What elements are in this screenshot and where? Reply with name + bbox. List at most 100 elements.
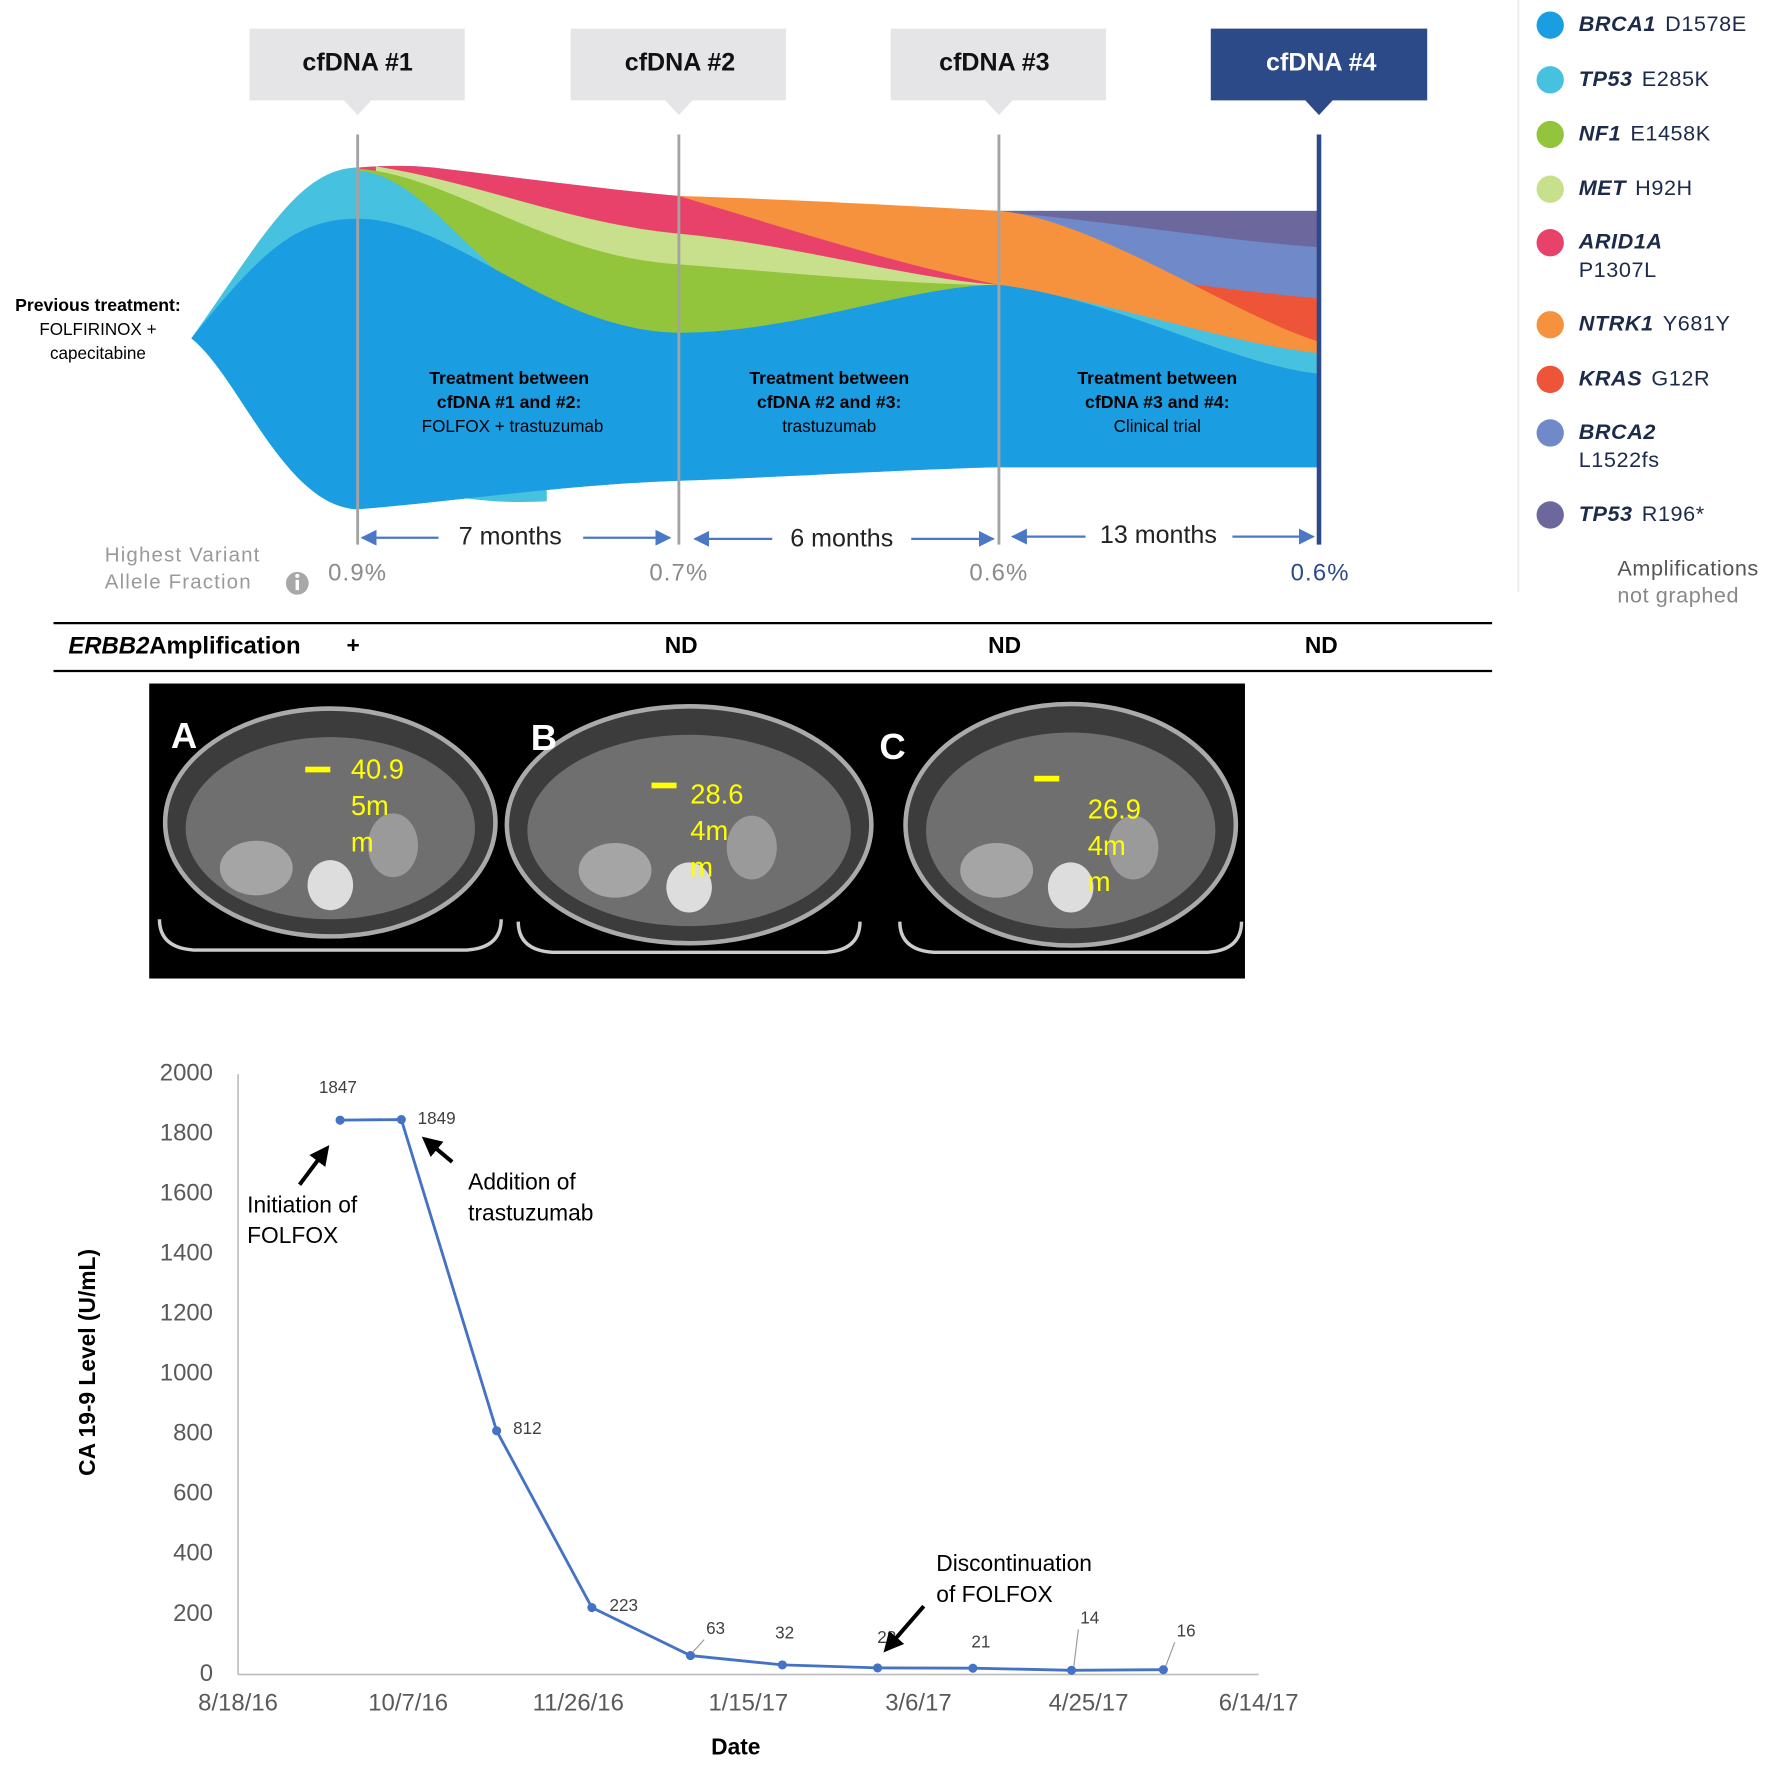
- data-point: [1066, 1665, 1077, 1675]
- legend-entry: MET H92H: [1579, 175, 1693, 200]
- legend-variant: G12R: [1651, 365, 1710, 390]
- table: [898, 921, 1244, 955]
- legend-swatch: [1536, 11, 1564, 39]
- legend-swatch: [1536, 229, 1564, 257]
- data-point: [685, 1651, 696, 1661]
- legend-variant: D1578E: [1665, 11, 1747, 36]
- spine: [307, 860, 354, 911]
- measurement: 40.9: [351, 753, 404, 784]
- y-tick-label: 600: [173, 1480, 213, 1507]
- legend-gene: NTRK1: [1579, 310, 1654, 335]
- scan-letter: B: [531, 717, 557, 758]
- annotation-arrow: [297, 1145, 330, 1186]
- legend-note: Amplifications: [1617, 555, 1758, 580]
- treatment-title: cfDNA #1 and #2:: [437, 392, 581, 412]
- y-axis-title: CA 19-9 Level (U/mL): [74, 1249, 100, 1476]
- measurement: 28.6: [690, 779, 743, 810]
- legend-gene: BRCA2: [1579, 419, 1656, 444]
- sample-label: cfDNA #1: [302, 49, 412, 77]
- scan-letter: C: [879, 726, 905, 767]
- sample-label: cfDNA #4: [1266, 49, 1376, 77]
- measurement: m: [351, 826, 374, 857]
- data-point: [873, 1663, 883, 1673]
- legend-entry: NF1 E1458K: [1579, 120, 1711, 145]
- legend-entry: ARID1A: [1578, 228, 1663, 253]
- vaf-value: 0.6%: [969, 559, 1028, 586]
- scan-letter: A: [171, 715, 197, 756]
- legend-swatch: [1536, 365, 1564, 394]
- info-icon: [285, 571, 309, 595]
- treatment-title: Treatment between: [749, 368, 909, 388]
- measurement: 4m: [690, 815, 728, 846]
- data-label: 16: [1177, 1622, 1196, 1641]
- erbb2-result: ND: [1305, 632, 1338, 658]
- measurement: 26.9: [1088, 793, 1141, 824]
- legend-variant: H92H: [1635, 175, 1693, 200]
- data-label: 1849: [418, 1109, 456, 1128]
- legend-entry: TP53 R196*: [1579, 501, 1705, 526]
- y-tick-label: 1200: [160, 1300, 213, 1327]
- y-tick-label: 200: [173, 1600, 213, 1627]
- sample-label: cfDNA #3: [939, 49, 1049, 77]
- legend-variant: L1522fs: [1579, 447, 1660, 472]
- previous-treatment: FOLFIRINOX +: [39, 320, 156, 339]
- annotation-arrow: [883, 1604, 926, 1653]
- legend-entry: BRCA2: [1579, 419, 1656, 444]
- legend-entry: TP53 E285K: [1579, 66, 1710, 91]
- erbb2-result: ND: [665, 632, 698, 658]
- organ: [219, 840, 293, 896]
- data-line: [340, 1118, 1164, 1672]
- interval-label: 7 months: [459, 522, 562, 550]
- interval-arrows: [360, 528, 1315, 547]
- y-tick-label: 1600: [160, 1180, 213, 1207]
- erbb2-result: +: [346, 632, 359, 658]
- x-axis-title: Date: [711, 1734, 760, 1760]
- intervals: 7 months 6 months 13 months: [459, 521, 1217, 552]
- erbb2-gene: ERBB2: [68, 632, 150, 659]
- measurement: m: [1088, 866, 1111, 897]
- legend: BRCA1 D1578E TP53 E285K NF1 E1458K MET H92H ARID…: [1536, 11, 1747, 529]
- legend-gene: ARID1A: [1578, 228, 1663, 253]
- y-tick-label: 1800: [160, 1120, 213, 1147]
- y-tick-label: 1400: [160, 1240, 213, 1267]
- annotation: Initiation of: [247, 1191, 358, 1217]
- graphic: [295, 573, 300, 578]
- spine: [666, 862, 712, 913]
- legend-note: not graphed: [1617, 583, 1739, 608]
- data-label: 14: [1080, 1609, 1099, 1628]
- data-point: [396, 1114, 406, 1125]
- annotation: of FOLFOX: [936, 1581, 1052, 1607]
- organ: [1108, 815, 1159, 880]
- data-label: 21: [971, 1633, 990, 1652]
- organ: [726, 815, 777, 880]
- measurement: 5m: [351, 790, 389, 821]
- vaf-value: 0.6%: [1291, 559, 1350, 586]
- organ: [367, 813, 419, 878]
- vaf-label: Highest Variant: [105, 543, 261, 566]
- legend-gene: KRAS: [1579, 365, 1643, 390]
- x-tick-label: 4/25/17: [1049, 1689, 1129, 1716]
- vaf-value: 0.9%: [328, 559, 387, 586]
- treatment-title: Treatment between: [1077, 368, 1237, 388]
- treatment-drug: trastuzumab: [782, 417, 876, 436]
- y-tick-label: 1000: [160, 1360, 213, 1387]
- data-label: 63: [706, 1619, 725, 1638]
- legend-gene: TP53: [1579, 66, 1633, 91]
- x-tick-label: 8/18/16: [198, 1689, 278, 1716]
- y-tick-label: 800: [173, 1420, 213, 1447]
- line-chart: Date CA 19-9 Level (U/mL) 0 200 400 600 800 1…: [74, 1060, 1299, 1760]
- annotation: trastuzumab: [468, 1199, 593, 1225]
- treatment-title: cfDNA #2 and #3:: [757, 392, 901, 412]
- x-tick-label: 11/26/16: [533, 1689, 624, 1716]
- legend-gene: MET: [1579, 175, 1628, 200]
- graphic: [295, 579, 299, 591]
- y-tick-label: 400: [173, 1540, 213, 1567]
- label-leader: [692, 1639, 705, 1653]
- annotation: Addition of: [468, 1169, 576, 1195]
- ct-scans: A 40.9 5m m B 28.6 4m m C 26.9 4m m: [149, 683, 1245, 979]
- measurement: m: [690, 851, 713, 882]
- table: [157, 919, 503, 952]
- spine: [1047, 862, 1094, 913]
- legend-entry: NTRK1 Y681Y: [1579, 310, 1731, 335]
